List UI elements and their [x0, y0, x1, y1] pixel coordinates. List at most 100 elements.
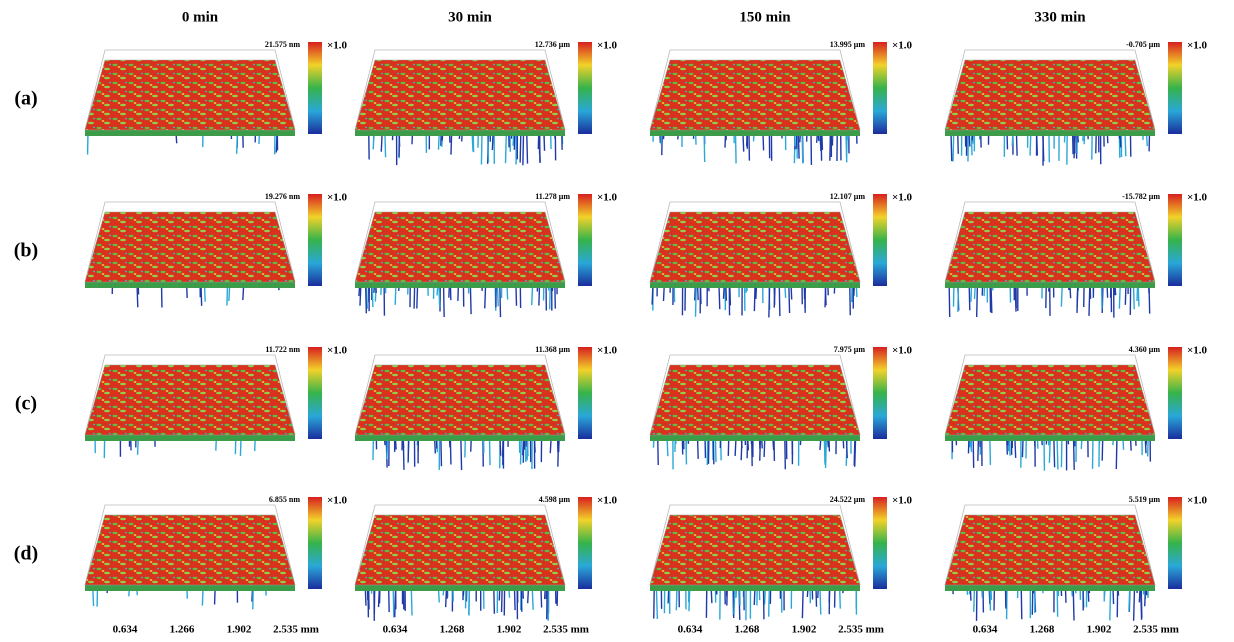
x-tick-label: 2.535 mm: [1133, 624, 1179, 636]
front-face: [355, 282, 565, 288]
box-frame: [649, 201, 861, 283]
surface: [944, 364, 1156, 436]
box-frame: [354, 504, 566, 586]
scale-label: ×1.0: [892, 495, 913, 507]
box-frame: [354, 354, 566, 436]
x-tick-label: 1.268: [1030, 624, 1055, 636]
row-label: (c): [15, 393, 37, 415]
max-value: 24.522 μm: [830, 495, 866, 504]
x-tick-label: 2.535 mm: [543, 624, 589, 636]
x-tick-label: 0.634: [973, 624, 998, 636]
front-face: [85, 585, 295, 591]
colorbar: [873, 194, 887, 286]
box-frame: [944, 504, 1156, 586]
surface: [84, 514, 296, 586]
column-header: 330 min: [1034, 9, 1086, 25]
colorbar: [1168, 194, 1182, 286]
box-frame: [354, 201, 566, 283]
x-tick-label: 1.902: [792, 624, 817, 636]
surface: [649, 211, 861, 283]
colorbar: [1168, 42, 1182, 134]
surface: [354, 59, 566, 131]
front-face: [650, 282, 860, 288]
box-frame: [649, 49, 861, 131]
colorbar: [1168, 347, 1182, 439]
max-value: 12.736 μm: [535, 40, 571, 49]
scale-label: ×1.0: [327, 192, 348, 204]
x-tick-label: 1.268: [440, 624, 465, 636]
x-tick-label: 1.266: [170, 624, 195, 636]
row-label: (b): [14, 240, 38, 262]
box-frame: [944, 49, 1156, 131]
scale-label: ×1.0: [892, 192, 913, 204]
front-face: [650, 130, 860, 136]
surface: [649, 364, 861, 436]
x-tick-label: 2.535 mm: [838, 624, 884, 636]
max-value: 6.855 nm: [269, 495, 300, 504]
scale-label: ×1.0: [1187, 40, 1208, 52]
max-value: 7.975 μm: [834, 345, 866, 354]
surface: [354, 211, 566, 283]
colorbar: [578, 347, 592, 439]
x-tick-label: 1.902: [1087, 624, 1112, 636]
front-face: [650, 435, 860, 441]
scale-label: ×1.0: [1187, 495, 1208, 507]
colorbar: [1168, 497, 1182, 589]
x-tick-label: 1.268: [735, 624, 760, 636]
surface: [944, 211, 1156, 283]
colorbar: [578, 42, 592, 134]
column-header: 0 min: [182, 9, 219, 25]
max-value: 5.519 μm: [1129, 495, 1161, 504]
surface: [944, 59, 1156, 131]
colorbar: [578, 194, 592, 286]
front-face: [945, 435, 1155, 441]
front-face: [355, 130, 565, 136]
front-face: [85, 435, 295, 441]
box-frame: [649, 504, 861, 586]
front-face: [945, 130, 1155, 136]
surface: [649, 59, 861, 131]
colorbar: [308, 42, 322, 134]
box-frame: [944, 354, 1156, 436]
max-value: 11.278 μm: [535, 192, 570, 201]
box-frame: [84, 504, 296, 586]
surface: [649, 514, 861, 586]
max-value: 21.575 nm: [265, 40, 300, 49]
front-face: [945, 585, 1155, 591]
front-face: [85, 130, 295, 136]
max-value: -15.782 μm: [1122, 192, 1160, 201]
column-header: 150 min: [739, 9, 791, 25]
box-frame: [944, 201, 1156, 283]
row-label: (a): [14, 88, 37, 110]
box-frame: [649, 354, 861, 436]
x-tick-label: 1.902: [497, 624, 522, 636]
front-face: [650, 585, 860, 591]
scale-label: ×1.0: [1187, 345, 1208, 357]
scale-label: ×1.0: [597, 40, 618, 52]
front-face: [85, 282, 295, 288]
max-value: 4.598 μm: [539, 495, 571, 504]
x-tick-label: 0.634: [678, 624, 703, 636]
scale-label: ×1.0: [1187, 192, 1208, 204]
surface: [84, 364, 296, 436]
surface: [84, 59, 296, 131]
scale-label: ×1.0: [327, 40, 348, 52]
max-value: 11.368 μm: [535, 345, 570, 354]
x-tick-label: 1.902: [227, 624, 252, 636]
colorbar: [308, 497, 322, 589]
colorbar: [308, 347, 322, 439]
box-frame: [354, 49, 566, 131]
max-value: 19.276 nm: [265, 192, 300, 201]
box-frame: [84, 201, 296, 283]
scale-label: ×1.0: [892, 40, 913, 52]
front-face: [945, 282, 1155, 288]
box-frame: [84, 354, 296, 436]
row-label: (d): [14, 543, 38, 565]
scale-label: ×1.0: [327, 495, 348, 507]
colorbar: [873, 497, 887, 589]
x-tick-label: 2.535 mm: [273, 624, 319, 636]
surface: [84, 211, 296, 283]
column-header: 30 min: [448, 9, 492, 25]
surface: [354, 514, 566, 586]
